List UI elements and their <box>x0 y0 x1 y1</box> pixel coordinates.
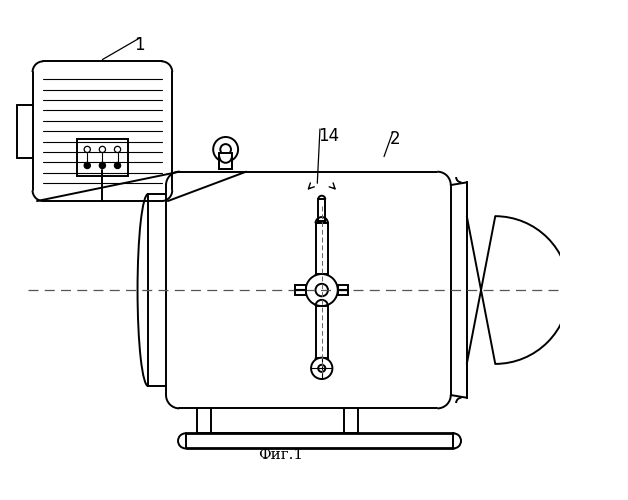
Text: 1: 1 <box>134 36 144 54</box>
Circle shape <box>99 162 106 168</box>
Bar <box>219 153 232 169</box>
Circle shape <box>220 144 231 155</box>
Circle shape <box>318 365 325 372</box>
Circle shape <box>306 274 338 306</box>
Text: Фиг.1: Фиг.1 <box>258 448 303 462</box>
Circle shape <box>99 146 106 152</box>
Bar <box>77 139 128 176</box>
Circle shape <box>84 146 90 152</box>
Circle shape <box>114 162 121 168</box>
Bar <box>295 284 306 296</box>
Circle shape <box>84 162 90 168</box>
Circle shape <box>311 358 332 379</box>
Text: 2: 2 <box>389 130 400 148</box>
Circle shape <box>114 146 121 152</box>
Circle shape <box>213 137 238 162</box>
Bar <box>583 286 622 294</box>
Text: 14: 14 <box>318 127 339 145</box>
Bar <box>315 224 328 274</box>
Bar <box>318 200 325 220</box>
Circle shape <box>315 284 328 296</box>
Bar <box>338 284 349 296</box>
Bar <box>315 306 328 358</box>
